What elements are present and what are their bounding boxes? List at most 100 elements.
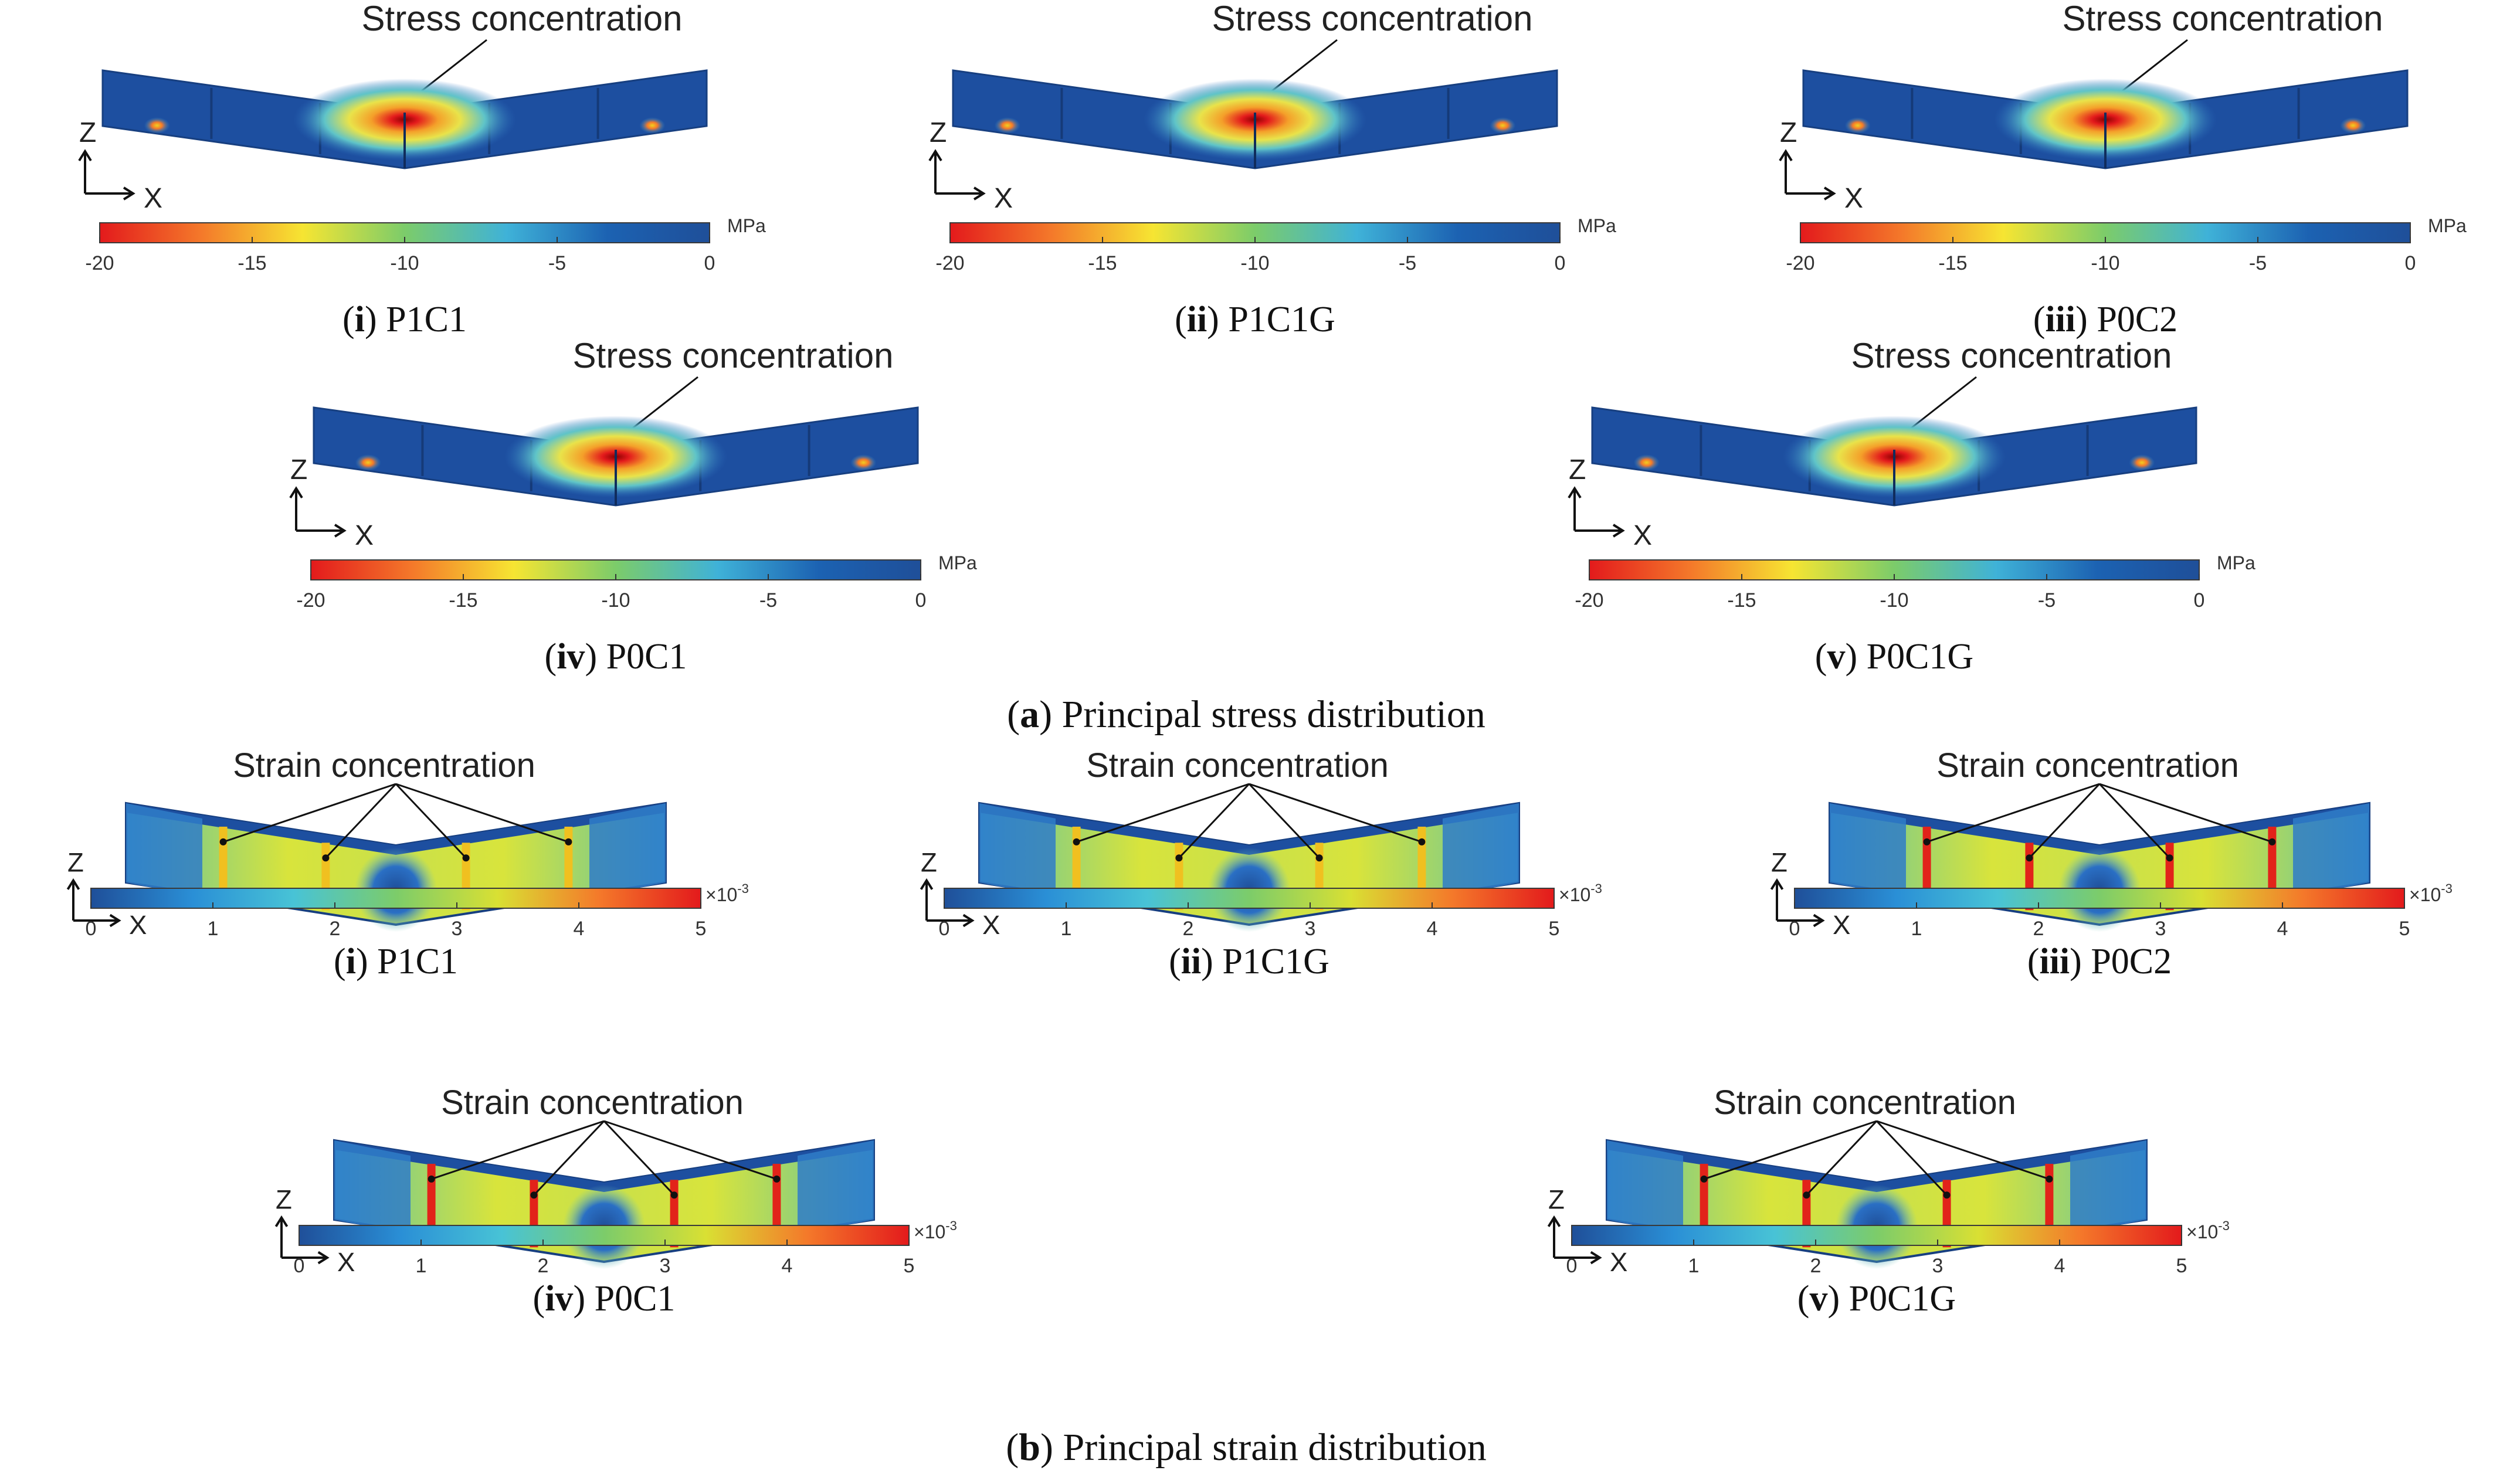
colorbar-tick-label: -20: [85, 252, 114, 274]
z-arrowhead: [1568, 486, 1582, 499]
colorbar-tick-label: -10: [2091, 252, 2119, 274]
stress-concentration-annotation: Stress concentration: [362, 0, 683, 38]
colorbar-tick-label: 0: [86, 918, 97, 940]
panel-caption: (iv) P0C1: [533, 1279, 676, 1319]
panel-caption-id: iii: [2045, 300, 2075, 339]
strain-concentration-annotation: Strain concentration: [441, 1084, 744, 1122]
panel-caption: (ii) P1C1G: [1169, 942, 1329, 982]
x-arrowhead: [123, 186, 135, 201]
z-axis-label: Z: [930, 117, 947, 148]
colorbar-tick-label: 1: [1061, 918, 1072, 940]
beam-end-zone: [1830, 803, 1906, 898]
panel-caption: (iii) P0C2: [2033, 300, 2177, 339]
x-axis-label: X: [1844, 183, 1863, 214]
panel-caption: (i) P1C1: [342, 300, 467, 339]
panel-caption-id: iii: [2039, 942, 2070, 982]
panel-caption-id: iv: [545, 1279, 573, 1319]
annotation-leader: [1076, 783, 1250, 843]
strain-concentration-annotation: Strain concentration: [1086, 746, 1389, 785]
stress-section-title: Principal stress distribution: [1052, 693, 1485, 736]
colorbar-tick-label: -15: [1727, 589, 1756, 612]
colorbar-tick-label: -5: [548, 252, 566, 274]
colorbar-tick-label: -15: [1938, 252, 1967, 274]
panel-caption-id: iv: [557, 637, 585, 677]
z-axis-label: Z: [276, 1184, 292, 1214]
colorbar-tick-label: 0: [939, 918, 950, 940]
colorbar-tick-label: 5: [904, 1255, 915, 1277]
z-axis-label: Z: [921, 847, 937, 877]
annotation-leader: [395, 783, 467, 859]
colorbar-tick-label: -15: [238, 252, 266, 274]
colorbar-tick-label: -10: [1240, 252, 1269, 274]
panel-caption: (v) P0C1G: [1797, 1279, 1956, 1319]
colorbar-tick-label: 1: [1911, 918, 1922, 940]
colorbar: -20 -15 -10 -5 0 MPa: [296, 552, 977, 612]
support-hotspot: [1844, 117, 1871, 134]
colorbar-frame: [1794, 888, 2405, 909]
stress-section-letter: a: [1020, 693, 1039, 736]
colorbar: -20 -15 -10 -5 0 MPa: [935, 215, 1616, 274]
colorbar-gradient: [1795, 888, 2404, 908]
beam-end-zone: [798, 1140, 874, 1235]
z-arrowhead: [928, 149, 942, 162]
colorbar-unit: ×10-3: [705, 881, 749, 905]
support-hotspot: [355, 454, 381, 471]
annotation-leader: [395, 783, 569, 843]
coordinate-axes: ZX: [66, 847, 147, 940]
panel-caption: (i) P1C1: [334, 942, 458, 982]
x-axis-label: X: [129, 910, 147, 940]
colorbar-frame: [90, 888, 701, 909]
x-arrowhead: [1612, 524, 1625, 538]
colorbar-tick-label: 2: [1183, 918, 1194, 940]
colorbar-tick-label: -5: [759, 589, 777, 612]
colorbar-tick-label: 0: [2405, 252, 2416, 274]
colorbar-unit: MPa: [2217, 552, 2255, 573]
z-axis-label: Z: [79, 117, 96, 148]
x-arrowhead: [334, 524, 347, 538]
colorbar-tick-label: 4: [782, 1255, 793, 1277]
colorbar-tick-label: 3: [1932, 1255, 1943, 1277]
panel-caption-label: P0C1G: [1857, 637, 1973, 677]
x-axis-label: X: [982, 910, 1000, 940]
coordinate-axes: ZX: [928, 117, 1013, 214]
colorbar-tick-label: 0: [1789, 918, 1800, 940]
strain-section-letter: b: [1019, 1426, 1040, 1469]
colorbar-tick-label: 3: [660, 1255, 671, 1277]
panel-caption-label: P0C1: [585, 1279, 675, 1319]
colorbar-tick-label: 2: [538, 1255, 549, 1277]
z-axis-label: Z: [290, 454, 307, 485]
colorbar-tick-label: 3: [2155, 918, 2166, 940]
x-axis-label: X: [355, 520, 374, 551]
annotation-leader: [1704, 1120, 1877, 1180]
annotation-leader: [603, 1120, 777, 1180]
strain-band: [219, 826, 228, 894]
panel-caption-id: i: [355, 300, 365, 339]
x-arrowhead: [1823, 186, 1836, 201]
x-arrowhead: [962, 914, 975, 928]
coordinate-axes: ZX: [289, 454, 374, 551]
support-hotspot: [1633, 454, 1660, 471]
x-axis-label: X: [1833, 910, 1850, 940]
strain-band: [564, 826, 573, 894]
colorbar-tick-label: 2: [2033, 918, 2044, 940]
strain-band: [1072, 826, 1081, 894]
annotation-leader: [2098, 783, 2170, 859]
support-hotspot: [2129, 454, 2155, 471]
colorbar-tick-label: 5: [696, 918, 707, 940]
colorbar-tick-label: 1: [1688, 1255, 1700, 1277]
colorbar-tick-label: -15: [1088, 252, 1117, 274]
beam-flange: [1607, 1140, 2146, 1192]
strain-band: [1922, 826, 1931, 894]
colorbar-tick-label: -10: [1880, 589, 1908, 612]
beam-end-zone: [589, 803, 666, 898]
annotation-leader: [1875, 1120, 1948, 1196]
panel-caption-id: v: [1827, 637, 1845, 677]
support-hotspot: [850, 454, 877, 471]
colorbar: 0 1 2 3 4 5 ×10-3: [294, 1218, 957, 1277]
